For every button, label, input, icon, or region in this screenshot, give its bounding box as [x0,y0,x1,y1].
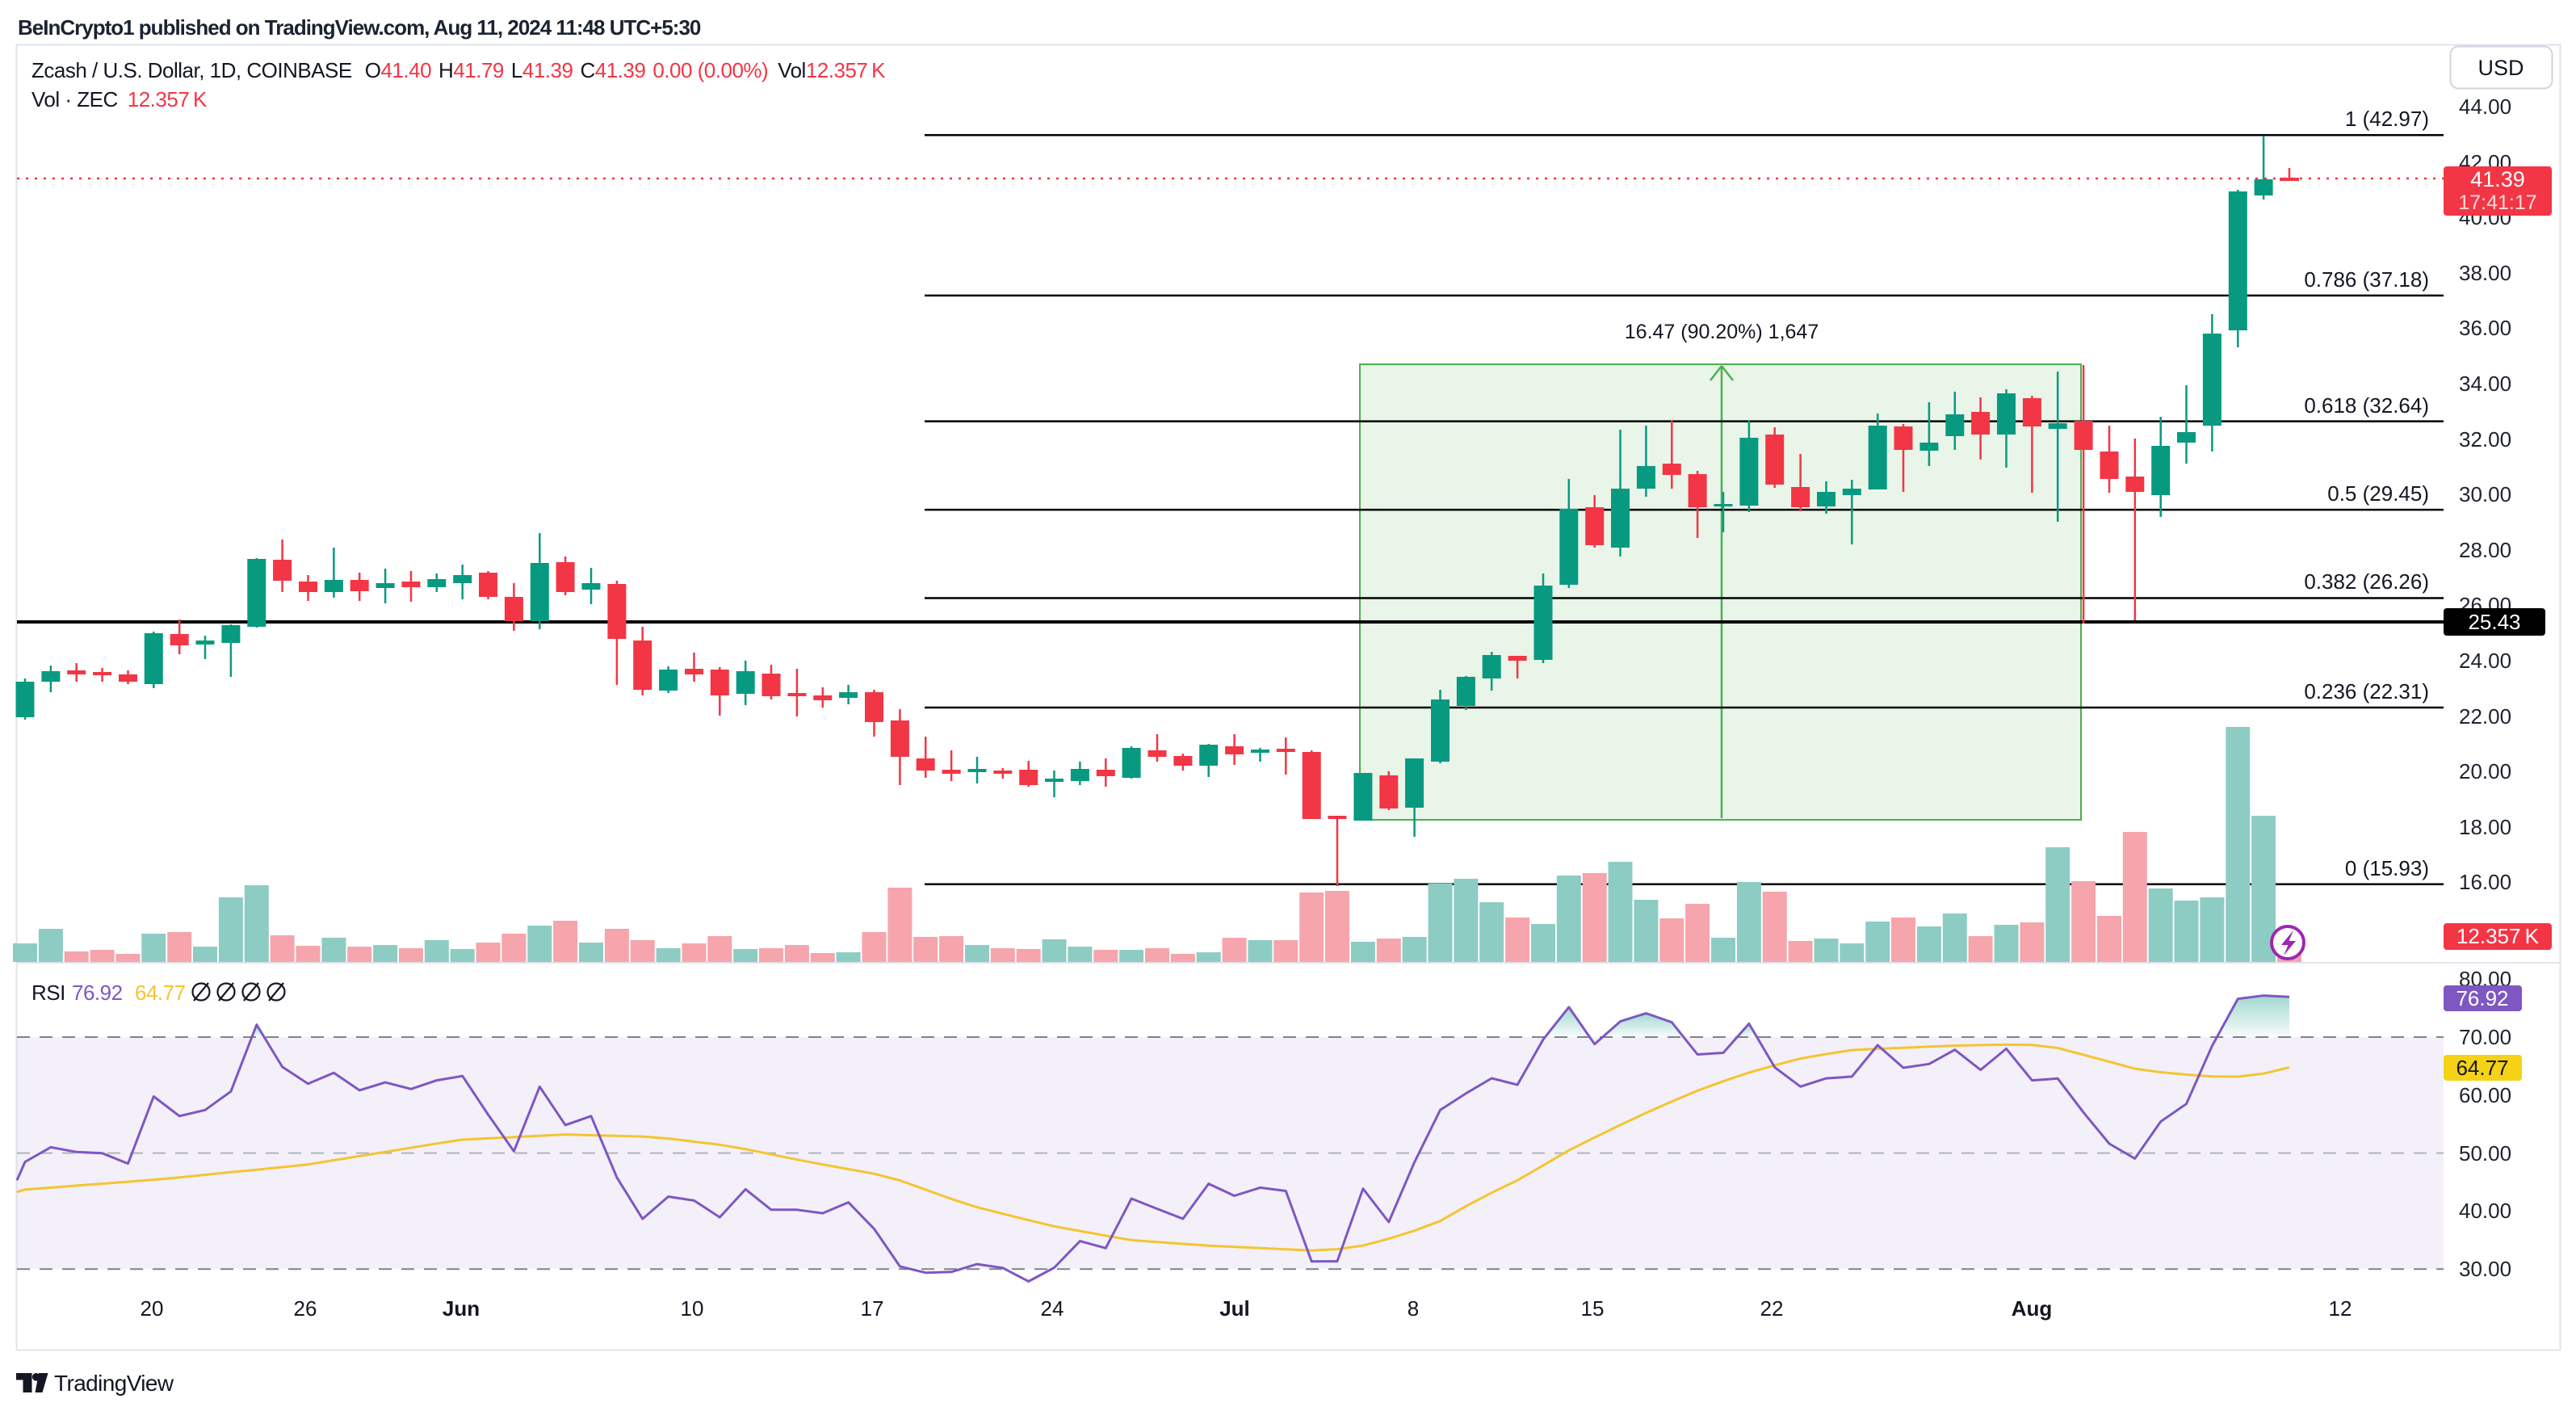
svg-text:22: 22 [1760,1296,1784,1321]
svg-text:76.92: 76.92 [72,981,123,1005]
svg-text:38.00: 38.00 [2459,261,2511,285]
svg-text:USD: USD [2477,56,2524,80]
svg-text:TradingView: TradingView [54,1371,174,1396]
svg-text:64.77: 64.77 [135,981,186,1005]
svg-text:44.00: 44.00 [2459,94,2511,119]
svg-text:16.47 (90.20%) 1,647: 16.47 (90.20%) 1,647 [1625,321,1819,343]
svg-text:0 (15.93): 0 (15.93) [2345,856,2429,880]
svg-text:Jun: Jun [443,1296,480,1321]
svg-text:0.5 (29.45): 0.5 (29.45) [2327,481,2429,506]
svg-text:25.43: 25.43 [2468,610,2520,634]
svg-text:20: 20 [141,1296,164,1321]
svg-text:22.00: 22.00 [2459,704,2511,729]
svg-text:34.00: 34.00 [2459,372,2511,396]
svg-text:12.357 K: 12.357 K [2456,924,2540,948]
svg-text:64.77: 64.77 [2456,1056,2508,1080]
svg-text:0.382 (26.26): 0.382 (26.26) [2304,569,2429,594]
svg-text:0.236 (22.31): 0.236 (22.31) [2304,679,2429,704]
svg-text:18.00: 18.00 [2459,815,2511,839]
svg-text:24.00: 24.00 [2459,649,2511,673]
svg-text:1 (42.97): 1 (42.97) [2345,107,2429,131]
svg-text:28.00: 28.00 [2459,538,2511,562]
svg-text:17:41:17: 17:41:17 [2458,191,2536,214]
svg-text:BeInCrypto1 published on Tradi: BeInCrypto1 published on TradingView.com… [18,15,701,40]
svg-text:15: 15 [1581,1296,1605,1321]
svg-text:Jul: Jul [1219,1296,1250,1321]
svg-text:RSI: RSI [31,981,65,1005]
svg-text:32.00: 32.00 [2459,427,2511,452]
svg-text:0.786 (37.18): 0.786 (37.18) [2304,267,2429,292]
svg-text:40.00: 40.00 [2459,1199,2511,1223]
svg-text:Zcash / U.S. Dollar, 1D, COINB: Zcash / U.S. Dollar, 1D, COINBASE O41.40 H… [31,58,886,82]
svg-text:8: 8 [1408,1296,1419,1321]
svg-text:50.00: 50.00 [2459,1141,2511,1166]
svg-text:0.618 (32.64): 0.618 (32.64) [2304,393,2429,418]
svg-text:20.00: 20.00 [2459,759,2511,783]
svg-text:70.00: 70.00 [2459,1025,2511,1049]
svg-text:12: 12 [2329,1296,2352,1321]
svg-text:17: 17 [861,1296,884,1321]
svg-text:76.92: 76.92 [2456,986,2508,1010]
svg-text:10: 10 [681,1296,704,1321]
svg-text:36.00: 36.00 [2459,316,2511,340]
svg-text:30.00: 30.00 [2459,482,2511,506]
svg-text:26: 26 [294,1296,317,1321]
svg-text:16.00: 16.00 [2459,870,2511,894]
svg-text:24: 24 [1041,1296,1064,1321]
svg-text:60.00: 60.00 [2459,1083,2511,1107]
svg-text:Aug: Aug [2012,1296,2053,1321]
svg-text:41.39: 41.39 [2470,167,2525,191]
svg-text:30.00: 30.00 [2459,1257,2511,1281]
